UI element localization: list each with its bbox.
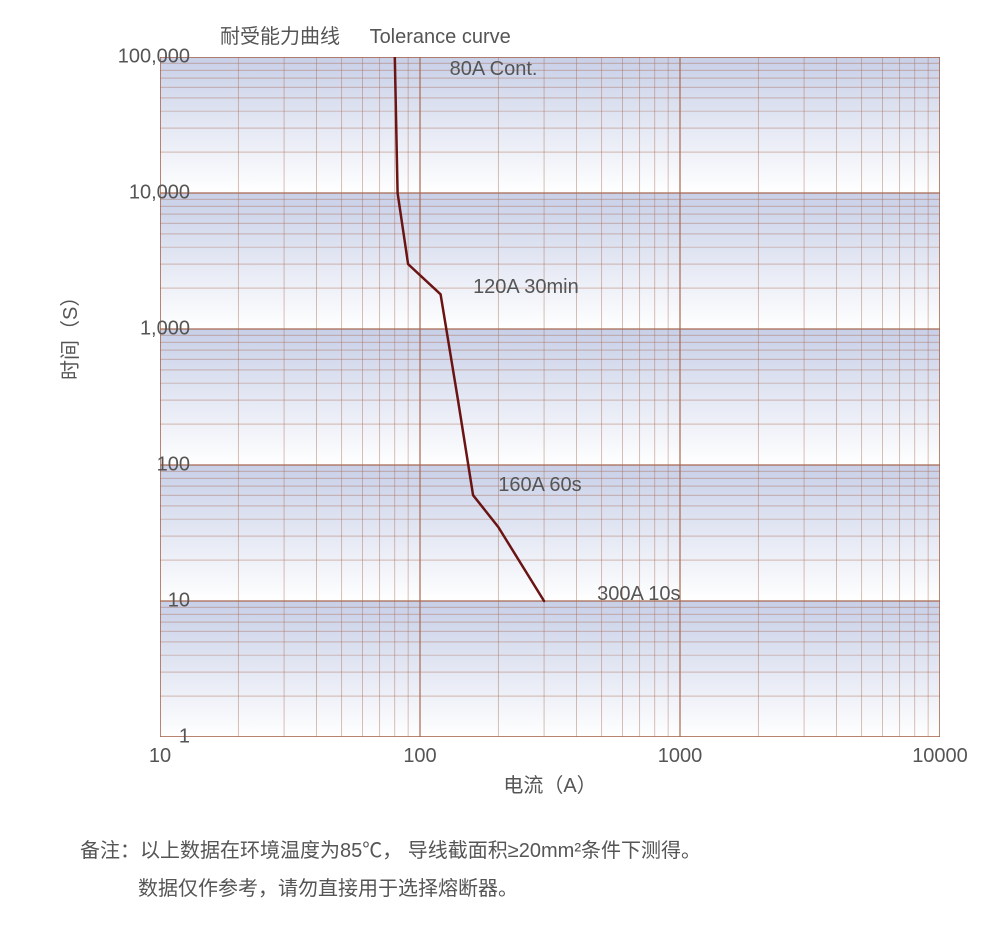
curve-annotation: 160A 60s	[498, 474, 581, 497]
y-tick-label: 10	[70, 590, 190, 613]
x-tick-label: 10000	[912, 745, 968, 768]
y-tick-label: 1	[70, 726, 190, 749]
chart-title: 耐受能力曲线 Tolerance curve	[220, 20, 980, 49]
curve-annotation: 80A Cont.	[450, 58, 538, 81]
curve-annotation: 300A 10s	[597, 583, 680, 606]
title-cn: 耐受能力曲线	[220, 26, 340, 48]
tolerance-chart: 耐受能力曲线 Tolerance curve 时间（S） 1101001,000…	[20, 20, 980, 908]
title-en: Tolerance curve	[370, 26, 511, 48]
x-tick-label: 1000	[658, 745, 703, 768]
x-tick-label: 100	[403, 745, 436, 768]
y-tick-label: 100	[70, 454, 190, 477]
curve-annotation: 120A 30min	[473, 276, 579, 299]
x-tick-label: 10	[149, 745, 171, 768]
footnote: 备注：以上数据在环境温度为85℃， 导线截面积≥20mm²条件下测得。 数据仅作…	[80, 832, 980, 908]
y-tick-label: 10,000	[70, 182, 190, 205]
footnote-line1: 备注：以上数据在环境温度为85℃， 导线截面积≥20mm²条件下测得。	[80, 832, 980, 870]
footnote-line2: 数据仅作参考，请勿直接用于选择熔断器。	[138, 870, 980, 908]
y-tick-label: 100,000	[70, 46, 190, 69]
y-tick-label: 1,000	[70, 318, 190, 341]
x-axis-label: 电流（A）	[160, 769, 940, 798]
plot-svg	[160, 57, 940, 737]
plot-area: 1101001,00010,000100,0001010010001000080…	[160, 57, 980, 737]
